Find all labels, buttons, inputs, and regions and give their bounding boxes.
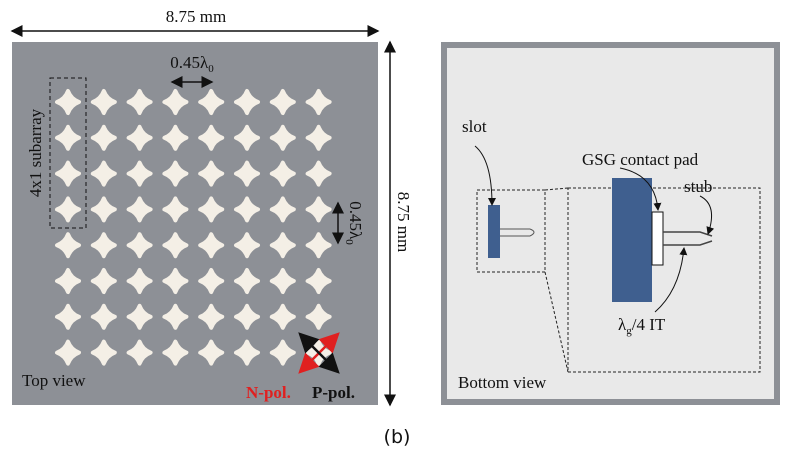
stub-label: stub	[684, 177, 712, 196]
pitch-y-base: 0.45λ	[346, 201, 365, 240]
figure: 8.75 mm 8.75 mm 4x1 subarray 0.45λ0 0.45…	[0, 0, 794, 450]
slot-small	[488, 205, 500, 258]
slot-label: slot	[462, 117, 487, 136]
p-pol-label: P-pol.	[312, 383, 355, 402]
n-pol-label: N-pol.	[246, 383, 291, 402]
width-label: 8.75 mm	[166, 7, 226, 26]
top-view-label: Top view	[22, 371, 86, 390]
pitch-x-base: 0.45λ	[170, 53, 209, 72]
pitch-y-label: 0.45λ0	[343, 201, 365, 245]
caption: (b)	[384, 426, 411, 448]
it-rest: /4 IT	[632, 315, 666, 334]
subarray-label: 4x1 subarray	[26, 108, 45, 197]
pitch-x-label: 0.45λ0	[170, 53, 214, 75]
pitch-y-sub: 0	[343, 239, 355, 245]
slot-large	[612, 178, 652, 302]
pad-label: GSG contact pad	[582, 150, 699, 169]
gsg-pad	[652, 212, 663, 265]
bottom-view-label: Bottom view	[458, 373, 547, 392]
it-label: λg/4 IT	[618, 315, 666, 337]
pitch-x-sub: 0	[208, 63, 214, 75]
height-label: 8.75 mm	[394, 192, 413, 252]
